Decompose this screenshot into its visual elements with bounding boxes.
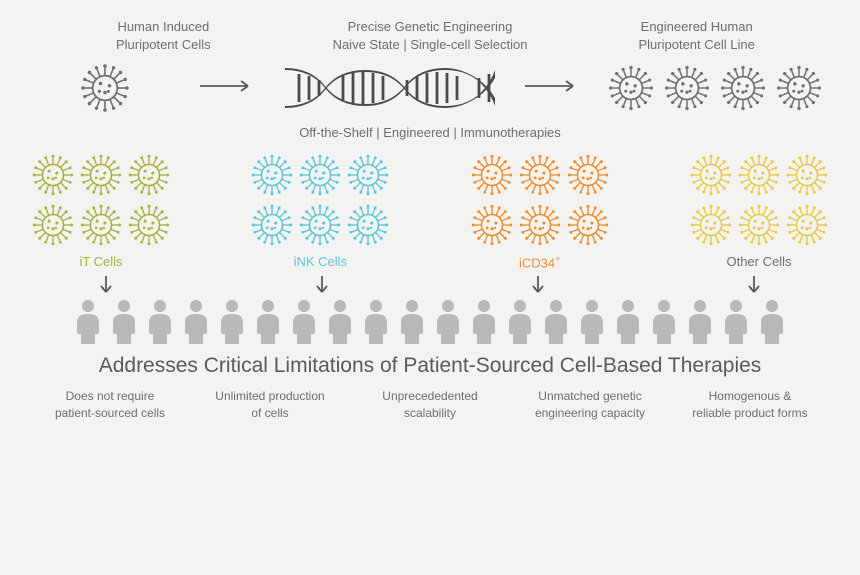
cell-icon <box>784 202 830 248</box>
cell-icon <box>718 63 768 113</box>
dna-helix-icon <box>275 62 505 114</box>
cell-icon <box>30 152 76 198</box>
cell-icon <box>78 202 124 248</box>
tagline: Off-the-Shelf | Engineered | Immunothera… <box>30 125 830 140</box>
cell-type-group: iCD34+ <box>469 152 611 270</box>
person-icon <box>649 298 679 344</box>
person-icon <box>361 298 391 344</box>
person-icon <box>613 298 643 344</box>
cell-type-label: iNK Cells <box>249 254 391 269</box>
cell-icon <box>774 63 824 113</box>
cell-icon <box>469 152 515 198</box>
person-icon <box>217 298 247 344</box>
cell-icon <box>345 202 391 248</box>
top-labels: Human Induced Pluripotent Cells Precise … <box>30 18 830 53</box>
arrow-right-icon <box>192 79 264 97</box>
cell-icon <box>606 63 656 113</box>
cell-icon <box>30 202 76 248</box>
cell-icon <box>784 152 830 198</box>
single-cell-icon <box>30 61 180 115</box>
person-icon <box>433 298 463 344</box>
arrow-right-icon <box>517 79 589 97</box>
down-arrow-icon <box>748 276 760 296</box>
cell-icon <box>469 202 515 248</box>
cell-type-group: Other Cells <box>688 152 830 270</box>
label-engineered-line: Engineered Human Pluripotent Cell Line <box>563 18 830 53</box>
person-icon <box>757 298 787 344</box>
label-human-induced: Human Induced Pluripotent Cells <box>30 18 297 53</box>
down-arrow-icon <box>100 276 112 296</box>
cell-icon <box>297 202 343 248</box>
person-icon <box>181 298 211 344</box>
cell-icon <box>297 152 343 198</box>
person-icon <box>145 298 175 344</box>
down-arrows <box>30 272 830 298</box>
cell-icon <box>688 202 734 248</box>
cell-type-group: iT Cells <box>30 152 172 270</box>
person-icon <box>397 298 427 344</box>
cell-icon <box>126 152 172 198</box>
person-icon <box>541 298 571 344</box>
down-arrow-icon <box>316 276 328 296</box>
cell-icon <box>517 152 563 198</box>
cell-type-label: iCD34+ <box>469 254 611 270</box>
cell-icon <box>517 202 563 248</box>
cell-type-label: iT Cells <box>30 254 172 269</box>
benefits-row: Does not requirepatient-sourced cellsUnl… <box>30 388 830 420</box>
person-icon <box>73 298 103 344</box>
cell-icon <box>345 152 391 198</box>
cell-type-label: Other Cells <box>688 254 830 269</box>
person-icon <box>685 298 715 344</box>
person-icon <box>469 298 499 344</box>
benefit-item: Homogenous &reliable product forms <box>670 388 830 420</box>
cell-icon <box>78 152 124 198</box>
cell-line-icons <box>600 63 830 113</box>
headline: Addresses Critical Limitations of Patien… <box>30 354 830 378</box>
benefit-item: Unmatched geneticengineering capacity <box>510 388 670 420</box>
down-arrow-icon <box>532 276 544 296</box>
cell-icon <box>249 152 295 198</box>
cell-icon <box>736 152 782 198</box>
person-icon <box>505 298 535 344</box>
person-icon <box>289 298 319 344</box>
benefit-item: Unlimited productionof cells <box>190 388 350 420</box>
cell-icon <box>565 202 611 248</box>
cell-icon <box>126 202 172 248</box>
people-row <box>30 298 830 344</box>
benefit-item: Unprecededentedscalability <box>350 388 510 420</box>
cell-icon <box>688 152 734 198</box>
label-genetic-engineering: Precise Genetic Engineering Naive State … <box>297 18 564 53</box>
cell-icon <box>662 63 712 113</box>
cell-icon <box>736 202 782 248</box>
cell-icon <box>249 202 295 248</box>
person-icon <box>325 298 355 344</box>
cell-type-group: iNK Cells <box>249 152 391 270</box>
cell-types-row: iT Cells iNK Cells iCD34+ Other Cells <box>30 152 830 270</box>
person-icon <box>721 298 751 344</box>
person-icon <box>577 298 607 344</box>
person-icon <box>253 298 283 344</box>
cell-icon <box>565 152 611 198</box>
benefit-item: Does not requirepatient-sourced cells <box>30 388 190 420</box>
process-row <box>30 61 830 115</box>
person-icon <box>109 298 139 344</box>
